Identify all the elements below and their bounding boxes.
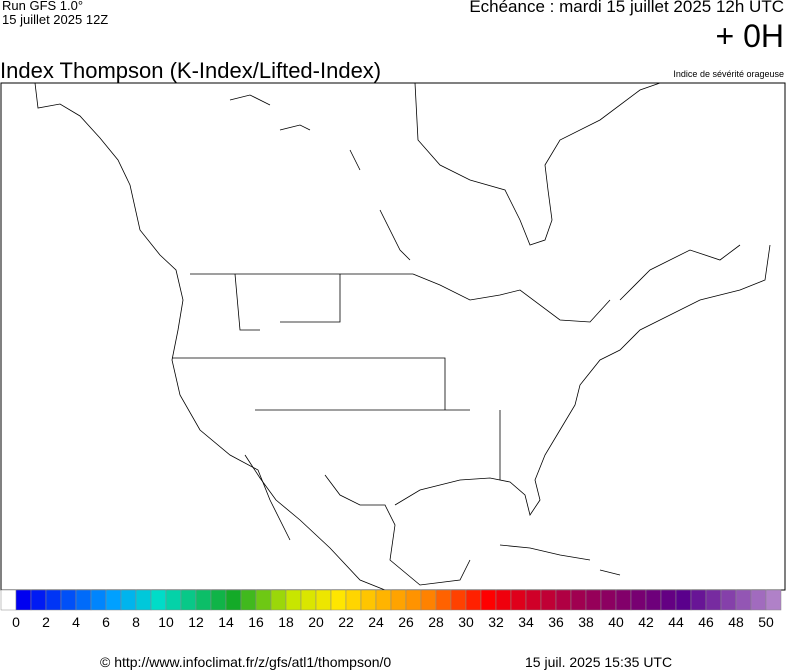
legend-swatch: [135, 589, 152, 611]
legend-swatch: [345, 589, 362, 611]
legend-swatch: [60, 589, 77, 611]
state-borders: [172, 273, 501, 480]
legend-swatch: [120, 589, 137, 611]
legend-swatch: [240, 589, 257, 611]
legend-swatch: [660, 589, 677, 611]
legend-swatch: [735, 589, 752, 611]
legend-label: 34: [518, 614, 534, 630]
legend-swatch: [165, 589, 182, 611]
map-frame: [0, 82, 786, 591]
legend-swatch: [405, 589, 422, 611]
legend-label: 48: [728, 614, 744, 630]
legend-swatch: [315, 589, 332, 611]
legend-swatch: [585, 589, 602, 611]
coastlines: [34, 82, 771, 591]
legend-label: 38: [578, 614, 594, 630]
legend-swatch: [15, 589, 32, 611]
legend-swatch: [510, 589, 527, 611]
legend-swatch: [195, 589, 212, 611]
legend-label: 4: [72, 614, 80, 630]
legend-swatch: [390, 589, 407, 611]
legend-swatch: [360, 589, 377, 611]
legend-swatch: [105, 589, 122, 611]
legend-swatch: [30, 589, 47, 611]
legend-swatch: [750, 589, 767, 611]
legend-label: 26: [398, 614, 414, 630]
legend-swatch: [450, 589, 467, 611]
legend-label: 46: [698, 614, 714, 630]
legend-swatch: [330, 589, 347, 611]
legend-swatch: [465, 589, 482, 611]
legend-swatch: [270, 589, 287, 611]
legend-swatch: [375, 589, 392, 611]
legend-swatch: [765, 589, 782, 611]
legend-swatch: [540, 589, 557, 611]
legend-scale: 0 2 4 6 8 10 12 14 16 18 20 22 24 26 28 30 32 34 36 38 40 42 4…: [12, 614, 774, 630]
echeance: Echéance : mardi 15 juillet 2025 12h UTC: [469, 0, 784, 16]
legend-label: 44: [668, 614, 684, 630]
legend-label: 22: [338, 614, 354, 630]
legend-label: 36: [548, 614, 564, 630]
legend-label: 42: [638, 614, 654, 630]
legend-label: 16: [248, 614, 264, 630]
legend-swatch: [480, 589, 497, 611]
run-date: 15 juillet 2025 12Z: [2, 12, 109, 27]
legend-swatch: [615, 589, 632, 611]
legend-label: 18: [278, 614, 294, 630]
legend-label: 28: [428, 614, 444, 630]
legend-swatch: [300, 589, 317, 611]
legend-swatch: [645, 589, 662, 611]
legend-swatch: [495, 589, 512, 611]
legend-labels: 0 2 4 6 8 10 12 14 16 18 20 22 24 26 28 30 32 34 36 38 40 42 4…: [12, 614, 774, 630]
legend-boxes: [0, 589, 782, 611]
legend-swatch: [720, 589, 737, 611]
offset: + 0H: [715, 18, 784, 54]
legend-swatch: [420, 589, 437, 611]
legend-swatch: [600, 589, 617, 611]
legend-swatch: [675, 589, 692, 611]
legend-label: 32: [488, 614, 504, 630]
legend-label: 30: [458, 614, 474, 630]
legend-label: 50: [758, 614, 774, 630]
footer-timestamp: 15 juil. 2025 15:35 UTC: [525, 654, 673, 670]
legend-label: 40: [608, 614, 624, 630]
legend-swatch: [90, 589, 107, 611]
legend-swatch: [630, 589, 647, 611]
footer-url: © http://www.infoclimat.fr/z/gfs/atl1/th…: [100, 654, 392, 670]
legend-label: 8: [132, 614, 140, 630]
legend-swatch: [525, 589, 542, 611]
legend-label: 20: [308, 614, 324, 630]
legend-label: 12: [188, 614, 204, 630]
run-label: Run GFS 1.0°: [2, 0, 84, 13]
legend-label: 10: [158, 614, 174, 630]
map-title: Index Thompson (K-Index/Lifted-Index): [0, 58, 382, 83]
legend-swatch: [150, 589, 167, 611]
legend-swatch: [0, 589, 17, 611]
legend-swatch: [570, 589, 587, 611]
legend-label: 0: [12, 614, 20, 630]
legend-label: 24: [368, 614, 384, 630]
legend-swatch: [705, 589, 722, 611]
legend-swatch: [75, 589, 92, 611]
legend-swatch: [255, 589, 272, 611]
legend-swatch: [45, 589, 62, 611]
legend-swatch: [435, 589, 452, 611]
legend-label: 14: [218, 614, 234, 630]
legend-swatch: [210, 589, 227, 611]
map-subtitle: Indice de sévérité orageuse: [673, 69, 784, 79]
legend-swatch: [225, 589, 242, 611]
legend-label: 6: [102, 614, 110, 630]
legend-swatch: [285, 589, 302, 611]
legend-label: 2: [42, 614, 50, 630]
legend-swatch: [555, 589, 572, 611]
legend-swatch: [180, 589, 197, 611]
legend-swatch: [690, 589, 707, 611]
legend-bar: [0, 589, 782, 611]
